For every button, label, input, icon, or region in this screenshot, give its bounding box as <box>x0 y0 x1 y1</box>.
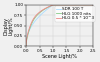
HLG 1000 nits <box>26 45 27 46</box>
HLG 0.5 * 10^3 <box>26 45 27 46</box>
Line: SDR 100 T: SDR 100 T <box>26 5 93 45</box>
SDR 100 T <box>26 45 27 46</box>
Line: HLG 0.5 * 10^3: HLG 0.5 * 10^3 <box>26 5 93 46</box>
X-axis label: Scene Light/%: Scene Light/% <box>42 54 77 59</box>
Legend: SDR 100 T, HLG 1000 nits, HLG 0.5 * 10^3: SDR 100 T, HLG 1000 nits, HLG 0.5 * 10^3 <box>55 6 95 22</box>
Y-axis label: Display
Light/%: Display Light/% <box>4 16 14 35</box>
HLG 1000 nits <box>29 29 30 30</box>
HLG 0.5 * 10^3 <box>29 27 30 28</box>
Line: HLG 1000 nits: HLG 1000 nits <box>26 5 93 46</box>
